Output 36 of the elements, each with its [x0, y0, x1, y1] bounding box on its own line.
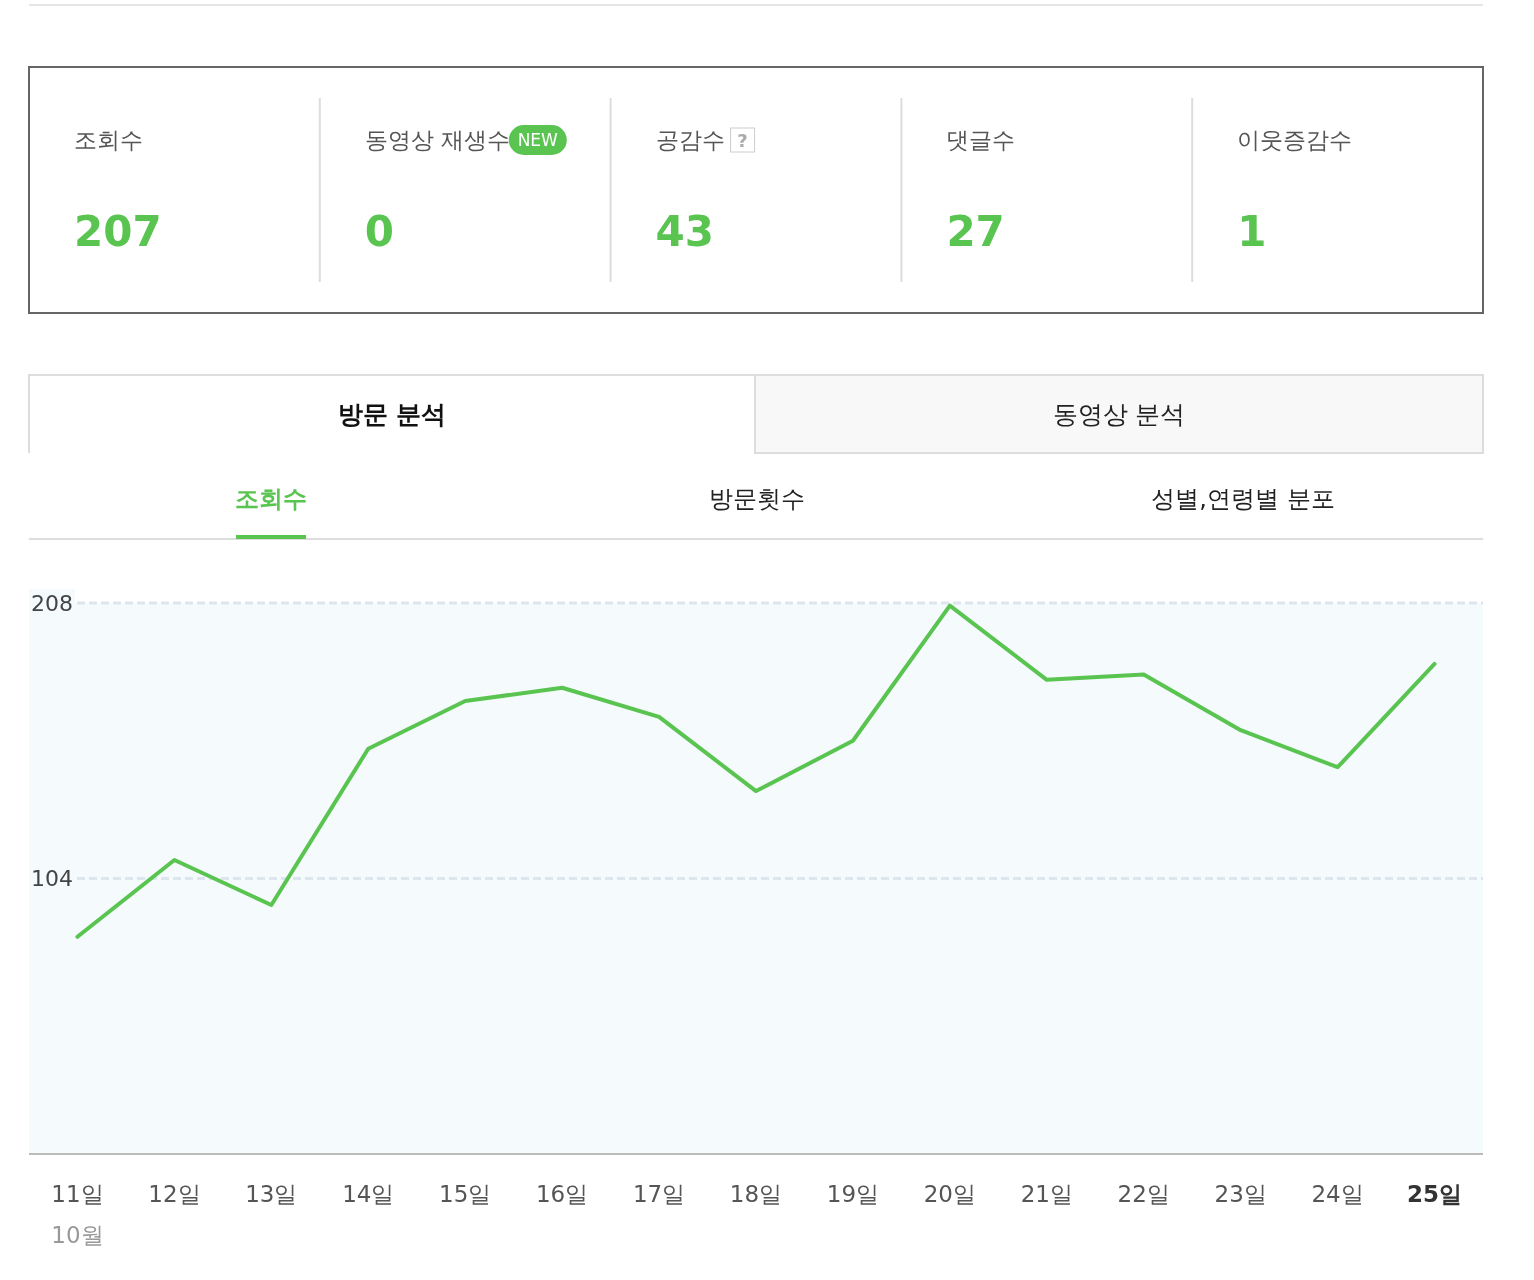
x-tick-label: 25일: [1407, 1181, 1463, 1207]
data-label: 43: [655, 207, 715, 256]
text: 동영상 분석: [1052, 400, 1186, 429]
text: ?: [737, 130, 748, 151]
data-label: 1: [1237, 207, 1267, 256]
x-tick-label: 22일: [1117, 1181, 1170, 1207]
x-tick-label: 24일: [1311, 1181, 1364, 1207]
x-tick-label: 12일: [148, 1181, 201, 1207]
data-label: 0: [364, 207, 395, 256]
line-series: [75, 603, 1437, 939]
category-label: 댓글수: [946, 127, 1016, 153]
text: 조회수: [235, 485, 307, 513]
text: 성별,연령별 분포: [1151, 485, 1335, 513]
x-tick-label: 17일: [632, 1181, 686, 1207]
text: 방문 분석: [337, 400, 447, 429]
x-tick-label: 11일: [51, 1181, 104, 1207]
text: 방문횟수: [709, 485, 805, 513]
data-label: 207: [74, 207, 162, 256]
text: 10월: [51, 1222, 104, 1248]
x-tick-label: 16일: [535, 1181, 589, 1207]
category-label: 이웃증감수: [1237, 127, 1353, 153]
x-tick-label: 20일: [923, 1181, 977, 1207]
x-tick-label: 15일: [439, 1181, 492, 1207]
category-label: 공감수: [655, 127, 725, 153]
x-tick-label: 14일: [342, 1181, 395, 1207]
category-label: 조회수: [74, 127, 143, 153]
x-tick-label: 18일: [729, 1181, 783, 1207]
y-tick-label: 104: [31, 866, 73, 891]
x-tick-label: 13일: [245, 1181, 298, 1207]
data-label: 27: [946, 207, 1005, 256]
x-tick-label: 23일: [1214, 1181, 1267, 1207]
y-tick-label: 208: [31, 590, 73, 616]
x-tick-label: 19일: [826, 1181, 880, 1207]
category-label: 동영상 재생수: [364, 127, 511, 153]
text: NEW: [517, 130, 559, 150]
x-tick-label: 21일: [1020, 1181, 1073, 1207]
